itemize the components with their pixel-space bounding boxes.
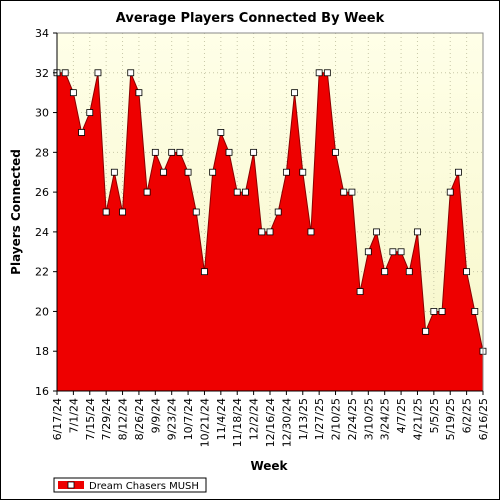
x-tick-label: 7/1/24 — [67, 398, 80, 433]
data-point — [160, 168, 167, 176]
data-point — [356, 288, 364, 295]
data-point — [414, 228, 421, 236]
x-tick-label: 6/17/24 — [51, 398, 64, 440]
y-tick-label: 18 — [35, 345, 49, 358]
data-point — [422, 327, 430, 335]
data-point — [274, 208, 282, 216]
data-point — [102, 208, 110, 216]
data-point — [69, 89, 77, 97]
x-tick-label: 1/27/25 — [313, 398, 326, 440]
data-point — [471, 308, 479, 315]
data-point — [405, 268, 413, 276]
x-tick-label: 8/26/24 — [133, 398, 146, 440]
data-point — [94, 69, 102, 77]
data-point — [135, 89, 143, 97]
data-point — [364, 248, 372, 256]
y-tick-label: 30 — [35, 107, 49, 120]
data-point — [184, 168, 192, 176]
y-tick-label: 22 — [35, 266, 49, 279]
x-tick-label: 7/29/24 — [100, 398, 113, 440]
data-point — [192, 208, 200, 216]
x-tick-label: 10/21/24 — [198, 398, 211, 447]
data-point — [438, 308, 446, 315]
y-tick-label: 32 — [35, 67, 49, 80]
data-point — [242, 188, 249, 196]
x-tick-label: 2/10/25 — [330, 398, 343, 440]
x-tick-label: 10/7/24 — [182, 398, 195, 440]
y-tick-label: 28 — [35, 146, 49, 159]
y-tick-label: 24 — [35, 226, 49, 239]
y-tick-label: 16 — [35, 385, 49, 398]
data-point — [291, 89, 298, 97]
data-point — [168, 148, 176, 156]
legend-box — [53, 477, 207, 493]
data-point — [373, 228, 380, 236]
x-tick-label: 2/24/25 — [346, 398, 359, 440]
data-point — [233, 188, 241, 196]
x-tick-label: 5/19/25 — [444, 398, 457, 440]
x-tick-label: 6/16/25 — [477, 398, 490, 440]
x-axis-title: Week — [250, 459, 288, 473]
data-point — [201, 268, 208, 276]
data-point — [110, 168, 118, 176]
x-tick-label: 12/2/24 — [248, 398, 261, 440]
data-point — [176, 148, 184, 156]
y-tick-label: 26 — [35, 186, 49, 199]
data-point — [332, 148, 339, 156]
x-tick-label: 3/24/25 — [379, 398, 392, 440]
x-tick-label: 6/2/25 — [461, 398, 474, 433]
data-point — [217, 129, 225, 136]
y-axis-title: Players Connected — [9, 149, 23, 275]
data-point — [299, 168, 307, 176]
data-point — [446, 188, 454, 196]
y-axis: 16 18 20 22 24 26 28 30 32 34 — [35, 27, 58, 398]
data-point — [340, 188, 348, 196]
data-point — [307, 228, 315, 236]
data-point — [266, 228, 274, 236]
data-point — [78, 129, 85, 136]
x-tick-label: 7/15/24 — [84, 398, 97, 440]
y-tick-label: 34 — [35, 27, 49, 40]
data-point — [143, 188, 151, 196]
x-tick-label: 11/4/24 — [215, 398, 228, 440]
data-point — [381, 268, 389, 276]
data-point — [348, 188, 356, 196]
x-tick-label: 4/21/25 — [411, 398, 424, 440]
data-point — [282, 168, 290, 176]
x-tick-label: 3/10/25 — [362, 398, 375, 440]
legend-label: Dream Chasers MUSH — [89, 481, 199, 492]
data-point — [151, 148, 159, 156]
chart-title: Average Players Connected By Week — [116, 11, 385, 26]
x-tick-label: 12/30/24 — [280, 398, 293, 447]
data-point — [61, 69, 69, 77]
data-point — [86, 109, 94, 116]
legend-marker — [67, 481, 75, 489]
data-point — [455, 168, 462, 176]
data-point — [323, 69, 331, 77]
x-tick-label: 12/16/24 — [264, 398, 277, 447]
x-tick-label: 11/18/24 — [231, 398, 244, 447]
legend: Dream Chasers MUSH — [53, 477, 207, 493]
x-tick-label: 5/5/25 — [428, 398, 441, 433]
data-point — [389, 248, 397, 256]
data-point — [397, 248, 405, 256]
data-point — [258, 228, 266, 236]
data-point — [250, 148, 258, 156]
data-point — [119, 208, 126, 216]
data-point — [127, 69, 135, 77]
x-axis: 6/17/24 7/1/24 7/15/24 7/29/24 8/12/24 8/26/2… — [51, 390, 490, 447]
data-point — [209, 168, 217, 176]
y-tick-label: 20 — [35, 305, 49, 318]
data-point — [315, 69, 323, 77]
data-point — [225, 148, 233, 156]
data-point — [463, 268, 471, 276]
x-tick-label: 4/7/25 — [395, 398, 408, 433]
data-point — [430, 308, 438, 315]
x-tick-label: 1/13/25 — [297, 398, 310, 440]
x-tick-label: 8/12/24 — [117, 398, 130, 440]
x-tick-label: 9/23/24 — [166, 398, 179, 440]
x-tick-label: 9/9/24 — [149, 398, 162, 433]
